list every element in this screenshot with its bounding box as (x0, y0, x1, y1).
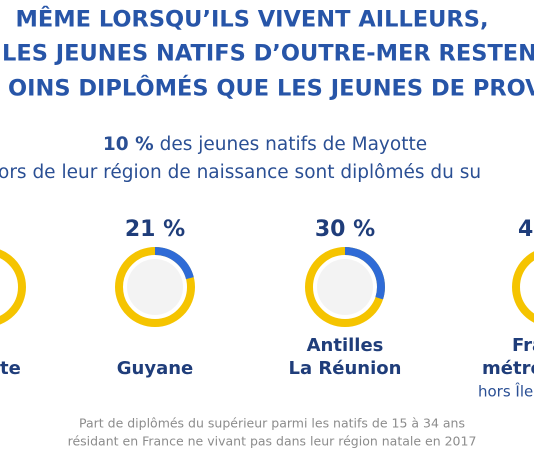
gauge-arc (115, 247, 195, 327)
gauge-inner (317, 259, 373, 315)
subtitle-line: ors de leur région de naissance sont dip… (0, 162, 481, 183)
gauge-name: Antilles (307, 335, 384, 356)
gauge-inner (127, 259, 183, 315)
footnote: Part de diplômés du supérieur parmi les … (79, 416, 465, 431)
gauge-name: La Réunion (289, 358, 402, 379)
footnote: résidant en France ne vivant pas dans le… (68, 434, 477, 449)
gauge-arc (305, 247, 385, 327)
gauge-name: métro (482, 358, 534, 379)
gauge-pct: 21 % (125, 217, 185, 242)
gauge-name: Guyane (117, 358, 194, 379)
subtitle-line: 10 % des jeunes natifs de Mayotte (103, 134, 427, 155)
gauge-name: te (0, 358, 21, 379)
gauge-pct: 30 % (315, 217, 375, 242)
title-line: LES JEUNES NATIFS D’OUTRE-MER RESTENT (2, 41, 534, 67)
ring (512, 251, 534, 323)
subtitle-text: des jeunes natifs de Mayotte (160, 134, 427, 155)
gauge-name: Fra (512, 335, 534, 356)
ring (0, 249, 26, 325)
title-line: OINS DIPLÔMÉS QUE LES JEUNES DE PROVIN (8, 74, 534, 102)
title-line: MÊME LORSQU’ILS VIVENT AILLEURS, (16, 5, 489, 33)
highlight: 10 % (103, 134, 154, 155)
gauge-pct: 4 (518, 217, 533, 242)
gauge-note: hors Île (478, 382, 533, 401)
